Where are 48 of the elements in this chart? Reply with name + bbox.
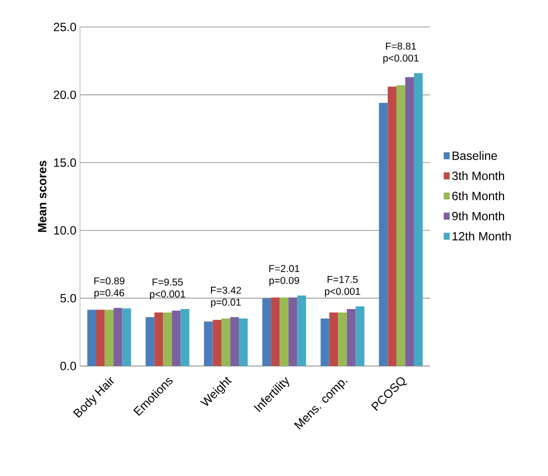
bar: [204, 322, 213, 366]
bar: [262, 298, 272, 366]
bar: [288, 298, 298, 366]
annotation: F=3.42 p=0.01: [211, 286, 241, 308]
legend-label: Baseline: [452, 151, 497, 160]
bar: [180, 309, 190, 366]
bar: [230, 317, 239, 366]
bar: [87, 310, 96, 366]
y-tick-label: 20.0: [54, 90, 76, 100]
legend-label: 12th Month: [452, 232, 511, 240]
bar: [405, 77, 414, 366]
annotation: F=17.5 p<0.001: [324, 276, 360, 297]
bar: [297, 295, 306, 366]
y-tick-label: 25.0: [54, 22, 76, 32]
annotation: F=8.81 p<0.001: [383, 42, 418, 64]
bar: [280, 298, 289, 366]
bar: [346, 309, 356, 366]
bar: [388, 86, 396, 366]
annotation: F=2.01 p=0.09: [269, 265, 300, 286]
bar: [356, 306, 364, 366]
bar: [172, 310, 181, 366]
bar: [114, 308, 122, 366]
bar: [154, 312, 164, 366]
legend-label: 6th Month: [452, 191, 504, 200]
bar: [122, 308, 132, 366]
y-tick-label: 5.0: [60, 294, 76, 302]
bar: [163, 312, 172, 366]
annotation: F=9.55 p<0.001: [150, 278, 186, 300]
legend-label: 3th Month: [452, 171, 504, 180]
bar: [96, 310, 105, 366]
bar: [271, 298, 280, 366]
bar: [338, 312, 347, 366]
bar: [212, 320, 222, 366]
bar: [221, 318, 230, 366]
bar: [396, 85, 406, 366]
bar: [320, 318, 330, 366]
bar: [146, 317, 154, 366]
bar: [329, 312, 338, 366]
legend-label: 9th Month: [452, 212, 504, 220]
bar: [414, 73, 423, 366]
bar: [104, 310, 114, 366]
annotation: F=0.89 p=0.46: [94, 277, 124, 298]
y-tick-label: 15.0: [54, 158, 76, 167]
bar: [378, 102, 388, 366]
y-axis-title: Mean scores: [38, 160, 46, 232]
y-tick-label: 10.0: [54, 226, 76, 235]
y-tick-label: 0.0: [60, 362, 76, 370]
bar: [238, 318, 248, 366]
